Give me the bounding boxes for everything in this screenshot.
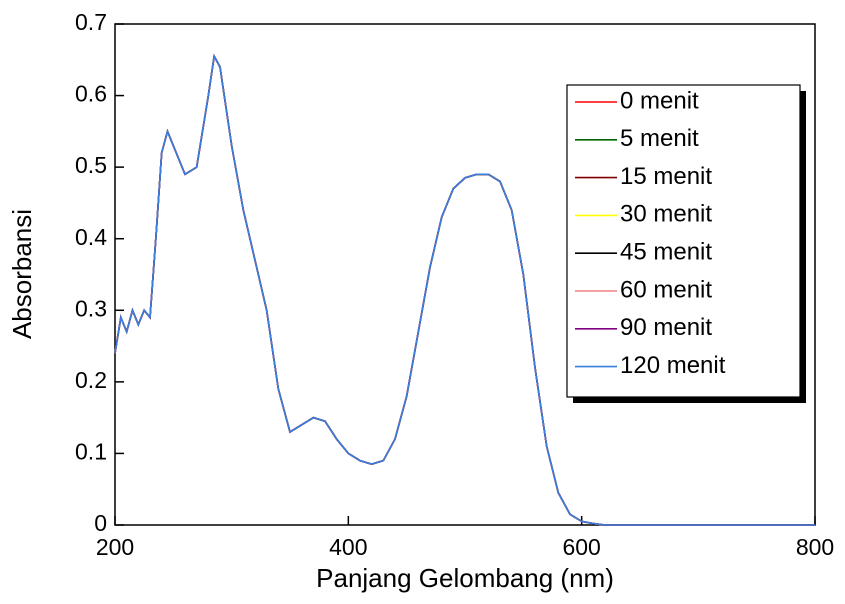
x-tick-label: 600 [562,534,600,560]
legend-label: 45 menit [620,239,712,266]
y-tick-label: 0.4 [75,224,107,250]
y-tick-label: 0 [94,510,107,536]
y-tick-label: 0.1 [75,439,107,465]
legend-label: 30 menit [620,201,712,228]
legend-label: 120 menit [620,352,726,379]
y-tick-label: 0.5 [75,152,107,178]
legend-box [566,84,801,398]
legend-label: 0 menit [620,87,699,114]
y-tick-label: 0.2 [75,367,107,393]
legend-label: 15 menit [620,163,712,190]
legend-label: 90 menit [620,314,712,341]
y-tick-label: 0.6 [75,81,107,107]
y-tick-label: 0.3 [75,295,107,321]
legend-label: 60 menit [620,276,712,303]
x-tick-label: 400 [329,534,367,560]
x-tick-label: 200 [96,534,134,560]
x-axis-label: Panjang Gelombang (nm) [316,563,614,593]
y-tick-label: 0.7 [75,9,107,35]
y-axis-label: Absorbansi [7,209,37,339]
x-tick-label: 800 [796,534,834,560]
plot-frame [114,23,816,526]
legend-label: 5 menit [620,125,699,152]
series-line [114,53,815,526]
